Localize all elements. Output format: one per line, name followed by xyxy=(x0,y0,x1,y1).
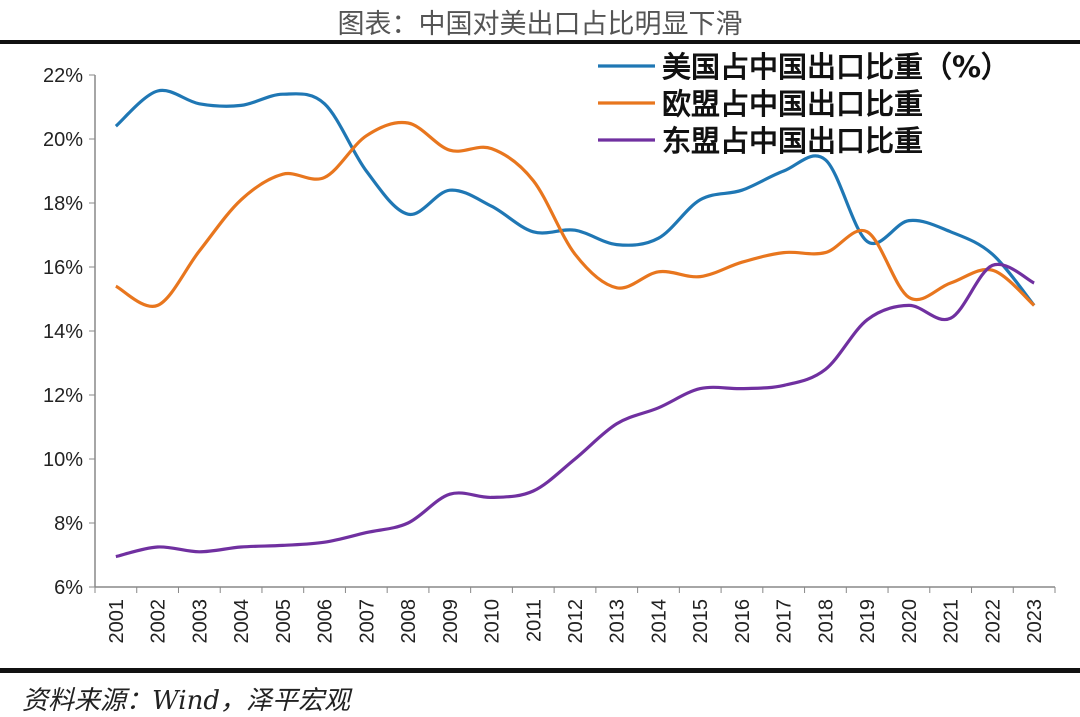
x-tick-label: 2004 xyxy=(231,599,253,644)
x-tick-label: 2021 xyxy=(941,599,963,644)
x-tick-label: 2009 xyxy=(440,599,462,644)
x-tick-label: 2018 xyxy=(815,599,837,644)
y-tick-label: 14% xyxy=(43,321,83,343)
x-tick-label: 2022 xyxy=(982,599,1004,644)
x-tick-label: 2020 xyxy=(899,599,921,644)
series-line xyxy=(115,262,1035,559)
x-tick-label: 2013 xyxy=(607,599,629,644)
y-tick-label: 8% xyxy=(54,513,83,535)
y-tick-label: 20% xyxy=(43,129,83,151)
legend-label: 美国占中国出口比重（%） xyxy=(662,50,1010,84)
y-tick-label: 22% xyxy=(43,65,83,87)
y-tick-label: 10% xyxy=(43,449,83,471)
x-tick-label: 2014 xyxy=(648,599,670,644)
x-tick-label: 2003 xyxy=(189,599,211,644)
x-tick-label: 2008 xyxy=(398,599,420,644)
series-line xyxy=(115,120,1036,308)
chart-title: 图表：中国对美出口占比明显下滑 xyxy=(337,9,743,40)
x-tick-label: 2023 xyxy=(1024,599,1046,644)
x-tick-label: 2011 xyxy=(523,599,545,642)
y-tick-label: 12% xyxy=(43,385,83,407)
y-tick-label: 18% xyxy=(43,193,83,215)
y-tick-label: 6% xyxy=(54,577,83,599)
x-tick-label: 2012 xyxy=(565,599,587,644)
x-tick-label: 2017 xyxy=(774,599,796,644)
x-tick-label: 2019 xyxy=(857,599,879,644)
source-note: 资料来源：Wind，泽平宏观 xyxy=(22,686,350,716)
bottom-divider xyxy=(0,668,1080,673)
x-tick-label: 2005 xyxy=(273,599,295,644)
x-tick-label: 2006 xyxy=(315,599,337,644)
legend-label: 东盟占中国出口比重 xyxy=(662,124,923,158)
series-line xyxy=(114,88,1036,307)
x-tick-label: 2010 xyxy=(482,599,504,644)
legend-label: 欧盟占中国出口比重 xyxy=(662,87,923,121)
x-tick-label: 2015 xyxy=(690,599,712,644)
x-tick-label: 2007 xyxy=(356,599,378,644)
x-tick-label: 2001 xyxy=(106,599,128,644)
top-divider xyxy=(0,40,1080,44)
x-tick-label: 2016 xyxy=(732,599,754,644)
y-tick-label: 16% xyxy=(43,257,83,279)
x-tick-label: 2002 xyxy=(148,599,170,644)
